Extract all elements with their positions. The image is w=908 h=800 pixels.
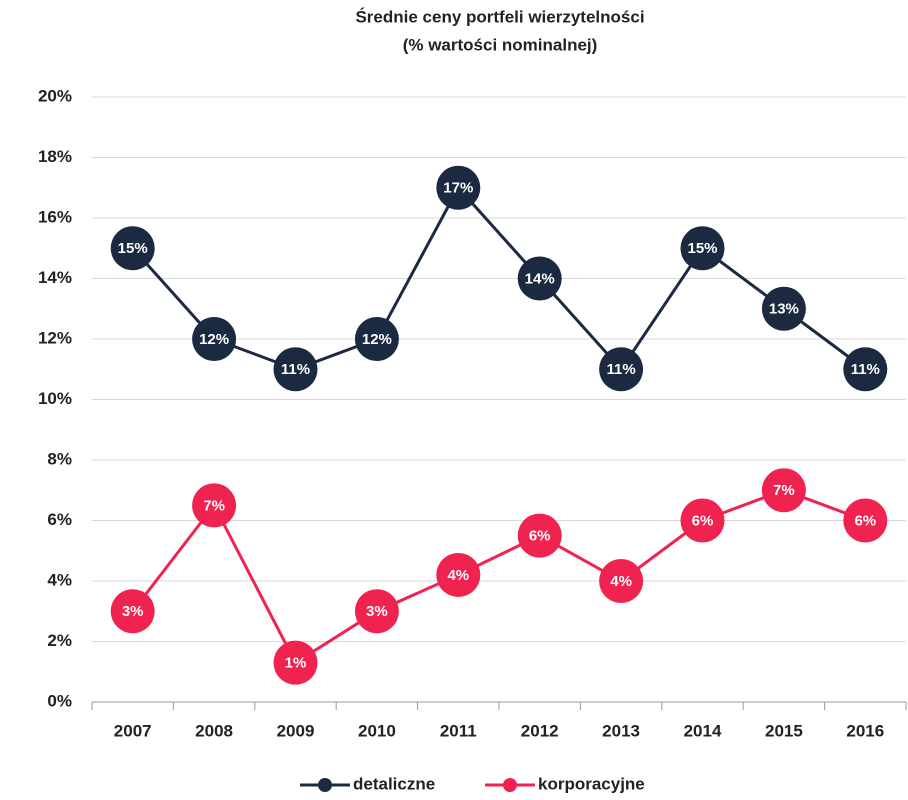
point [354, 589, 399, 634]
point [436, 552, 481, 597]
series-line [131, 185, 867, 372]
data-label: 15% [687, 240, 717, 257]
y-tick-label: 4% [47, 570, 72, 589]
legend-label: detaliczne [353, 774, 435, 793]
y-tick-label: 0% [47, 691, 72, 710]
x-tick-label: 2010 [358, 721, 396, 740]
data-label: 6% [529, 528, 551, 545]
point [843, 498, 888, 543]
point [517, 256, 562, 301]
y-tick-label: 12% [38, 328, 72, 347]
data-label: 1% [285, 655, 307, 672]
data-label: 6% [854, 512, 876, 529]
y-tick-label: 20% [38, 86, 72, 105]
x-tick-label: 2016 [846, 721, 884, 740]
data-label: 11% [606, 361, 635, 378]
x-tick-label: 2015 [765, 721, 803, 740]
x-tick-label: 2011 [440, 721, 477, 740]
y-tick-label: 16% [38, 207, 72, 226]
y-tick-label: 14% [38, 268, 72, 287]
point [517, 513, 562, 558]
point [680, 498, 725, 543]
point [192, 317, 237, 361]
data-label: 11% [281, 361, 310, 378]
y-tick-label: 2% [47, 631, 72, 650]
chart-subtitle: (% wartości nominalnej) [403, 35, 598, 54]
data-label: 17% [443, 180, 473, 197]
data-label: 14% [525, 270, 555, 287]
legend-label: korporacyjne [538, 774, 645, 793]
data-label: 4% [610, 573, 632, 590]
point [761, 468, 806, 513]
series-line [131, 488, 866, 665]
data-label: 13% [769, 301, 799, 318]
point [192, 483, 237, 528]
data-label: 3% [122, 603, 144, 620]
x-tick-label: 2008 [195, 721, 233, 740]
point [680, 226, 725, 271]
data-label: 6% [692, 512, 714, 529]
point [110, 226, 155, 271]
data-label: 11% [851, 361, 880, 378]
point [599, 559, 644, 603]
y-tick-label: 8% [47, 449, 72, 468]
data-label: 15% [118, 240, 148, 257]
x-tick-label: 2013 [602, 721, 640, 740]
legend-marker [503, 778, 517, 792]
point [273, 347, 318, 392]
data-label: 12% [362, 331, 392, 348]
point [761, 286, 806, 331]
point [599, 347, 644, 392]
chart-title: Średnie ceny portfeli wierzytelności [355, 7, 644, 26]
y-tick-label: 10% [38, 389, 72, 408]
x-tick-label: 2014 [684, 721, 722, 740]
point [354, 317, 399, 361]
point [843, 347, 888, 392]
data-label: 7% [773, 482, 795, 499]
y-tick-label: 6% [47, 510, 72, 529]
point [273, 640, 318, 685]
point [110, 589, 155, 634]
x-tick-label: 2007 [114, 721, 152, 740]
x-tick-label: 2009 [277, 721, 315, 740]
data-label: 7% [203, 497, 225, 514]
data-label: 4% [447, 567, 469, 584]
point [436, 165, 481, 210]
data-label: 3% [366, 603, 388, 620]
data-label: 12% [199, 331, 229, 348]
legend-marker [318, 778, 332, 792]
x-tick-label: 2012 [521, 721, 559, 740]
y-tick-label: 18% [38, 147, 72, 166]
